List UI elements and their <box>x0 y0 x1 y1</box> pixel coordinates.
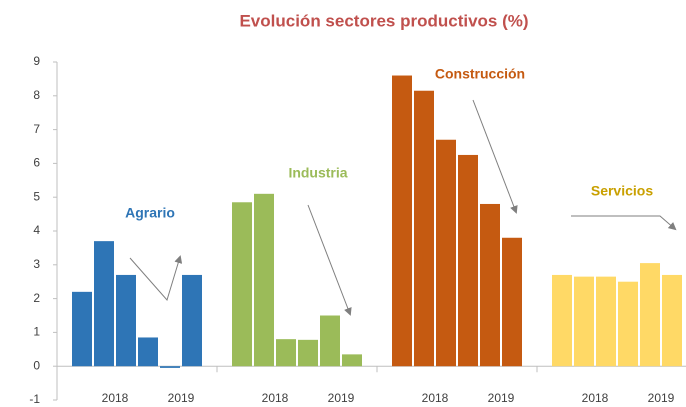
bar <box>502 237 522 367</box>
arrow <box>307 204 352 316</box>
bar <box>574 276 594 367</box>
bar <box>480 203 500 367</box>
bar <box>160 366 180 368</box>
bar <box>342 354 362 367</box>
x-tick-label: 2018 <box>262 391 289 405</box>
chart-title: Evolución sectores productivos (%) <box>239 11 528 30</box>
bar <box>458 154 478 367</box>
arrow <box>472 99 518 214</box>
bar <box>276 339 296 367</box>
y-tick-label: -1 <box>29 392 40 406</box>
bar <box>414 90 434 367</box>
bar <box>116 274 136 367</box>
x-tick-label: 2018 <box>582 391 609 405</box>
bar <box>182 274 202 367</box>
y-tick-label: 0 <box>33 358 40 372</box>
bar <box>298 339 318 367</box>
series-label: Construcción <box>435 66 525 82</box>
x-tick-label: 2019 <box>488 391 515 405</box>
y-tick-label: 2 <box>33 291 40 305</box>
bar <box>596 276 616 367</box>
arrow <box>571 215 677 231</box>
y-tick-label: 5 <box>33 189 40 203</box>
bar <box>232 202 252 367</box>
bar <box>72 291 92 367</box>
series-label: Servicios <box>591 183 653 199</box>
bar <box>94 241 114 367</box>
y-tick-label: 1 <box>33 325 40 339</box>
bar <box>436 139 456 367</box>
x-tick-label: 2018 <box>102 391 129 405</box>
y-tick-label: 9 <box>33 54 40 68</box>
x-tick-label: 2019 <box>648 391 675 405</box>
bar <box>640 263 660 367</box>
bar <box>138 337 158 367</box>
x-tick-label: 2018 <box>422 391 449 405</box>
bar <box>662 274 682 367</box>
arrow <box>129 255 183 302</box>
y-tick-label: 4 <box>33 223 40 237</box>
y-tick-label: 6 <box>33 156 40 170</box>
bar <box>392 75 412 367</box>
series-label: Agrario <box>125 205 175 221</box>
bar <box>254 193 274 367</box>
x-tick-label: 2019 <box>328 391 355 405</box>
bar <box>618 281 638 367</box>
x-tick-label: 2019 <box>168 391 195 405</box>
series-label: Industria <box>288 165 347 181</box>
y-tick-label: 8 <box>33 88 40 102</box>
bar <box>320 315 340 367</box>
y-tick-label: 7 <box>33 122 40 136</box>
y-tick-label: 3 <box>33 257 40 271</box>
bar <box>552 274 572 367</box>
